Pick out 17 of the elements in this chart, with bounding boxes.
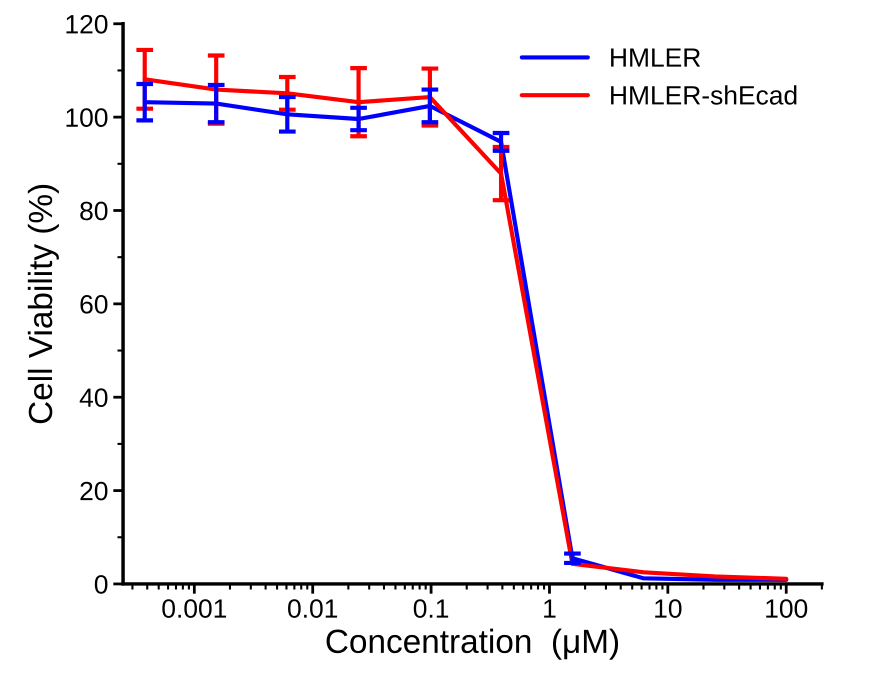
x-tick-label: 10: [655, 599, 682, 618]
y-tick-label: 20: [80, 482, 108, 500]
y-tick-label: 100: [66, 108, 108, 127]
x-tick-label: 100: [766, 599, 808, 618]
x-tick-label: 0.001: [162, 599, 226, 618]
legend-label: HMLER: [611, 48, 700, 67]
y-tick-label: 60: [80, 294, 108, 314]
y-tick-label: 80: [80, 202, 108, 220]
x-tick-label: 0.01: [288, 599, 338, 618]
x-tick-label: 1: [544, 599, 556, 618]
legend-label: HMLER-shEcad: [611, 85, 796, 105]
x-axis-title: Concentration (μM): [326, 628, 618, 660]
y-axis-title: Cell Viability (%): [28, 184, 59, 424]
y-tick-label: 120: [66, 14, 108, 34]
y-tick-label: 0: [94, 575, 108, 594]
y-tick-label: 40: [80, 388, 108, 408]
x-tick-label: 0.1: [414, 599, 448, 618]
